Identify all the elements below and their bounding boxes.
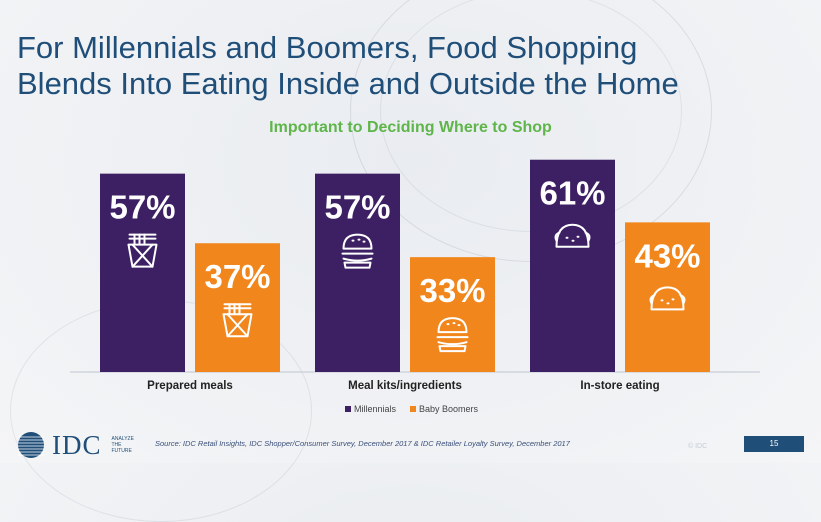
data-label: 43% xyxy=(634,237,700,274)
bar-millennials xyxy=(100,173,185,372)
bar-chart: 57% 37% Prepared meals 57% 33% Meal kits/ingr… xyxy=(70,159,760,392)
bar-millennials xyxy=(315,173,400,372)
noodle-box-icon xyxy=(127,233,158,268)
category-label: Prepared meals xyxy=(147,380,233,392)
noodle-box-icon xyxy=(222,303,253,338)
burger-icon xyxy=(436,317,469,353)
title-line-1: For Millennials and Boomers, Food Shoppi… xyxy=(17,30,638,65)
slide-title: For Millennials and Boomers, Food Shoppi… xyxy=(17,30,817,102)
title-line-2: Blends Into Eating Inside and Outside th… xyxy=(17,66,679,101)
tagline-line: ANALYZE xyxy=(111,436,134,442)
taco-icon xyxy=(554,223,591,248)
logo-tagline: ANALYZE THE FUTURE xyxy=(112,436,140,454)
globe-icon xyxy=(18,432,44,458)
category-label: In-store eating xyxy=(580,380,659,392)
legend-item-baby-boomers: Baby Boomers xyxy=(410,404,478,414)
chart-legend: Millennials Baby Boomers xyxy=(345,404,478,414)
idc-logo: IDC ANALYZE THE FUTURE xyxy=(14,431,140,459)
legend-item-millennials: Millennials xyxy=(345,404,396,414)
category-label: Meal kits/ingredients xyxy=(348,380,462,392)
tagline-line: THE xyxy=(111,442,122,448)
chart-title: Important to Deciding Where to Shop xyxy=(269,119,552,136)
source-note: Source: IDC Retail Insights, IDC Shopper… xyxy=(155,439,570,448)
page-number: 15 xyxy=(744,436,804,452)
legend-label-baby-boomers: Baby Boomers xyxy=(419,404,479,414)
bar-baby-boomers xyxy=(410,257,495,372)
data-label: 57% xyxy=(324,189,390,226)
logo-text: IDC xyxy=(52,429,102,460)
data-label: 57% xyxy=(109,189,175,226)
legend-swatch-millennials xyxy=(345,406,351,412)
data-label: 61% xyxy=(539,175,605,212)
bar-millennials xyxy=(530,159,615,372)
legend-swatch-baby-boomers xyxy=(410,406,417,412)
burger-icon xyxy=(341,233,374,269)
taco-icon xyxy=(649,286,686,311)
bar-baby-boomers xyxy=(625,222,710,372)
tagline-line: FUTURE xyxy=(111,448,132,454)
data-label: 37% xyxy=(204,258,270,295)
legend-label-millennials: Millennials xyxy=(354,404,397,414)
data-label: 33% xyxy=(419,272,485,309)
copyright: © IDC xyxy=(688,443,708,450)
